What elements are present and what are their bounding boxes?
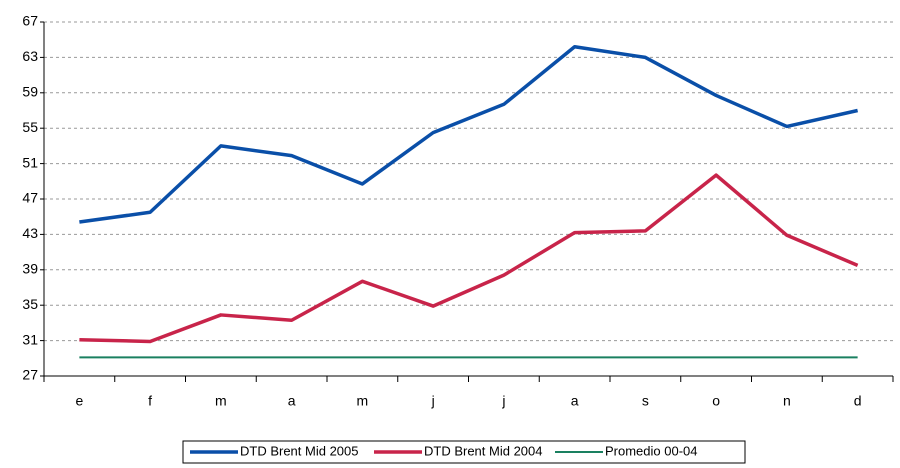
legend-label: DTD Brent Mid 2004	[424, 443, 543, 458]
x-tick-label: s	[642, 393, 649, 409]
x-tick-label: o	[712, 393, 720, 409]
y-tick-label: 35	[22, 296, 38, 312]
x-tick-label: n	[783, 393, 791, 409]
y-tick-label: 67	[22, 13, 38, 29]
x-tick-label: f	[148, 393, 152, 409]
y-tick-label: 47	[22, 190, 38, 206]
y-tick-label: 63	[22, 48, 38, 64]
y-tick-label: 27	[22, 367, 38, 383]
y-tick-label: 39	[22, 261, 38, 277]
y-tick-label: 59	[22, 84, 38, 100]
x-tick-label: d	[854, 393, 862, 409]
legend: DTD Brent Mid 2005 DTD Brent Mid 2004 Prom…	[182, 440, 746, 464]
legend-box	[182, 440, 746, 464]
y-tick-label: 31	[22, 331, 38, 347]
y-tick-label: 55	[22, 119, 38, 135]
series-line	[79, 45, 859, 224]
x-tick-label: m	[357, 393, 369, 409]
x-tick-label: a	[288, 393, 296, 409]
x-tick-label: m	[215, 393, 227, 409]
x-tick-label: e	[75, 393, 83, 409]
legend-label: DTD Brent Mid 2005	[240, 443, 359, 458]
x-tick-label: j	[431, 393, 435, 409]
series-line	[79, 173, 859, 344]
legend-label: Promedio 00-04	[605, 443, 698, 458]
y-tick-label: 51	[22, 154, 38, 170]
y-tick-label: 43	[22, 225, 38, 241]
x-tick-label: a	[571, 393, 579, 409]
x-tick-label: j	[501, 393, 505, 409]
